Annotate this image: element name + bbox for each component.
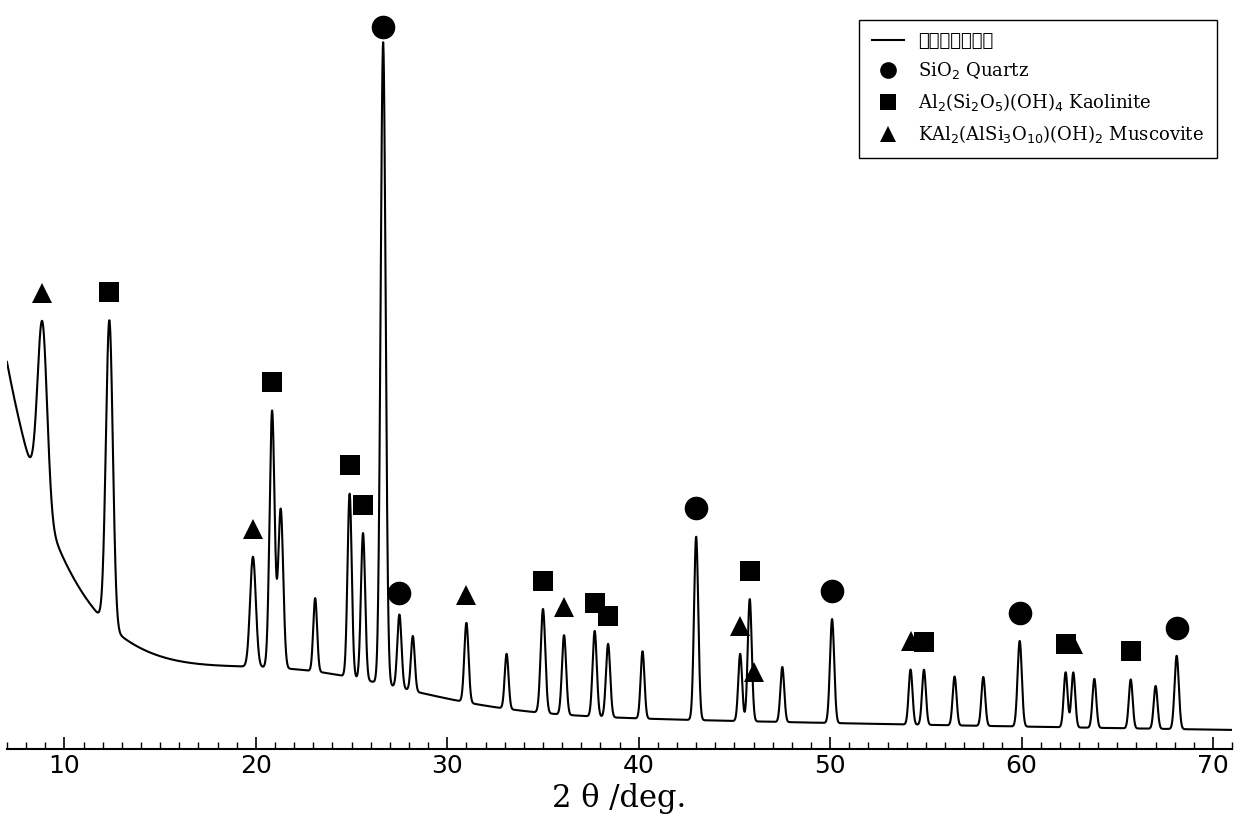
X-axis label: 2 θ /deg.: 2 θ /deg. [553, 783, 687, 814]
Legend: 高岭土选矿尾矿, SiO$_2$ Quartz, Al$_2$(Si$_2$O$_5$)(OH)$_4$ Kaolinite, KAl$_2$(AlSi$_3$: 高岭土选矿尾矿, SiO$_2$ Quartz, Al$_2$(Si$_2$O$… [859, 20, 1216, 158]
